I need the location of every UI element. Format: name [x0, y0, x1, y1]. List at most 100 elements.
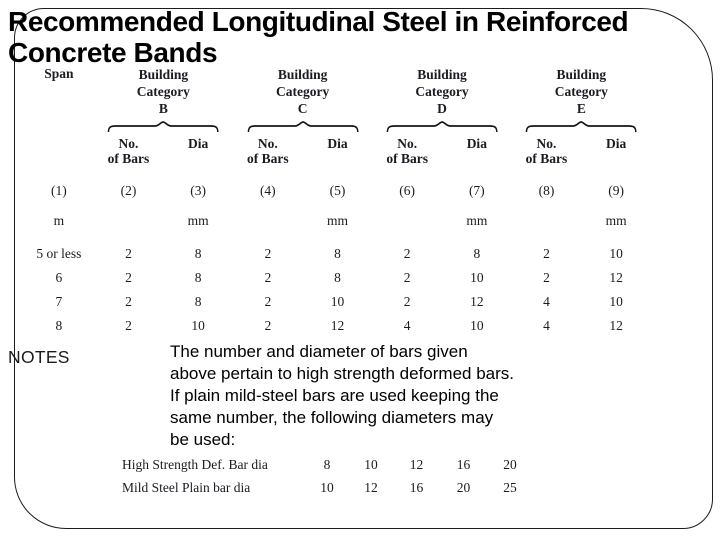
table-row: 5 or less 2 8 2 8 2 8 2 10 — [24, 246, 651, 262]
bar-dia-conversion-table: High Strength Def. Bar dia 8 10 12 16 20… — [122, 453, 533, 499]
brace-icon — [94, 121, 233, 133]
category-word2: Category — [415, 84, 469, 99]
table-cell: 8 — [473, 246, 481, 261]
table-cell: 2 — [543, 270, 550, 285]
table-cell: 2 — [125, 270, 132, 285]
unit: mm — [326, 213, 348, 228]
unit: mm — [187, 213, 209, 228]
units-row: m mm mm mm mm — [24, 213, 651, 229]
column-number-row: (1) (2) (3) (4) (5) (6) (7) (8) (9) — [24, 183, 651, 199]
slide-title-line2: Concrete Bands — [8, 37, 218, 68]
table-cell: 8 — [194, 246, 202, 261]
column-header-span: Span — [44, 66, 74, 81]
row-label: High Strength Def. Bar dia — [122, 456, 268, 472]
column-number: (8) — [538, 183, 555, 198]
column-number: (3) — [190, 183, 207, 198]
table-cell: 16 — [456, 456, 471, 472]
table-row: 8 2 10 2 12 4 10 4 12 — [24, 318, 651, 334]
table-cell: 2 — [264, 318, 272, 333]
table-cell: 4 — [543, 318, 550, 333]
category-word1: Building — [277, 67, 328, 82]
table-cell: 2 — [125, 246, 132, 261]
table-cell: 8 — [194, 270, 202, 285]
row-label: Mild Steel Plain bar dia — [122, 479, 251, 495]
category-letter: C — [297, 101, 308, 116]
subheader-dia: Dia — [466, 136, 487, 151]
category-header-e: Building Category E — [512, 66, 651, 117]
table-cell: 2 — [125, 318, 132, 333]
table-cell: 2 — [264, 294, 272, 309]
table-cell: 10 — [470, 318, 484, 333]
steel-table: Span Building Category B Building Catego… — [24, 0, 651, 340]
subheader-dia: Dia — [327, 136, 348, 151]
column-number: (5) — [329, 183, 346, 198]
table-cell: 20 — [456, 479, 471, 495]
table-header-row: Span Building Category B Building Catego… — [24, 66, 651, 117]
subheader-dia: Dia — [188, 136, 209, 151]
table-cell: 12 — [364, 479, 378, 495]
table-cell: 2 — [264, 246, 272, 261]
table-cell: 20 — [503, 456, 517, 472]
table-row: 7 2 8 2 10 2 12 4 10 — [24, 294, 651, 310]
table-cell: 25 — [503, 479, 517, 495]
table-cell: 10 — [191, 318, 205, 333]
unit: mm — [466, 213, 488, 228]
table-cell: 12 — [330, 318, 345, 333]
table-cell: 12 — [609, 318, 623, 333]
subheader-no-of-bars: No. of Bars — [247, 136, 289, 166]
unit: mm — [605, 213, 627, 228]
table-cell: 4 — [543, 294, 550, 309]
unit — [94, 213, 164, 229]
table-cell: 8 — [334, 246, 341, 261]
slide-border — [14, 8, 713, 529]
table-cell: 2 — [264, 270, 272, 285]
subheader-row: No. of Bars Dia No. of Bars Dia No. of B… — [24, 136, 651, 166]
subheader-no-of-bars: No. of Bars — [107, 136, 150, 166]
category-header-d: Building Category D — [372, 66, 511, 117]
category-letter: E — [576, 101, 586, 116]
table-cell: 8 — [194, 294, 202, 309]
category-word1: Building — [138, 67, 189, 82]
subheader-no-of-bars: No. of Bars — [525, 136, 568, 166]
subheader-dia: Dia — [606, 136, 627, 151]
unit — [512, 213, 582, 229]
category-word1: Building — [556, 67, 607, 82]
notes-label: NOTES — [8, 347, 70, 367]
span-value: 6 — [55, 270, 63, 285]
span-value: 8 — [55, 318, 63, 333]
column-number: (9) — [608, 183, 625, 198]
table-cell: 12 — [470, 294, 484, 309]
table-cell: 8 — [323, 456, 331, 472]
brace-icon — [512, 121, 651, 133]
brace-icon — [372, 121, 511, 133]
table-row: 6 2 8 2 8 2 10 2 12 — [24, 270, 651, 286]
brace-row — [24, 121, 651, 133]
table-cell: 16 — [409, 479, 424, 495]
table-cell: 10 — [330, 294, 345, 309]
span-value: 5 or less — [36, 246, 82, 261]
column-number: (2) — [120, 183, 137, 198]
table-cell: 2 — [125, 294, 132, 309]
span-value: 7 — [55, 294, 63, 309]
table-cell: 4 — [403, 318, 411, 333]
table-cell: 10 — [609, 246, 623, 261]
table-cell: 2 — [403, 294, 411, 309]
subheader-no-of-bars: No. of Bars — [386, 136, 428, 166]
table-row: High Strength Def. Bar dia 8 10 12 16 20 — [122, 453, 533, 476]
unit: m — [53, 213, 65, 228]
slide-title: Recommended Longitudinal Steel in Reinfo… — [8, 6, 698, 68]
category-word2: Category — [136, 84, 190, 99]
table-row: Mild Steel Plain bar dia 10 12 16 20 25 — [122, 476, 533, 499]
category-letter: D — [437, 101, 447, 116]
unit — [372, 213, 442, 229]
table-cell: 10 — [364, 456, 378, 472]
category-header-b: Building Category B — [94, 66, 233, 117]
category-header-c: Building Category C — [233, 66, 372, 117]
table-cell: 10 — [320, 479, 334, 495]
table-cell: 2 — [543, 246, 550, 261]
brace-icon — [233, 121, 372, 133]
table-cell: 10 — [609, 294, 623, 309]
table-cell: 8 — [334, 270, 341, 285]
category-word2: Category — [276, 84, 330, 99]
